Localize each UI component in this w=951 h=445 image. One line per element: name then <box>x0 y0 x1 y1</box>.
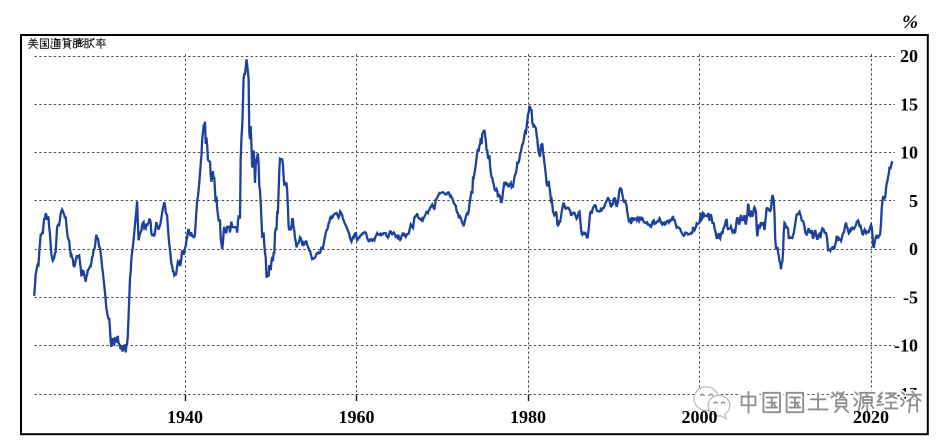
svg-text:10: 10 <box>900 143 918 163</box>
svg-text:-5: -5 <box>903 287 918 307</box>
svg-text:1980: 1980 <box>510 407 546 427</box>
svg-text:2000: 2000 <box>682 407 718 427</box>
svg-text:20: 20 <box>900 46 918 66</box>
svg-text:5: 5 <box>909 191 918 211</box>
svg-text:-10: -10 <box>894 336 918 356</box>
svg-text:1940: 1940 <box>167 407 203 427</box>
svg-text:0: 0 <box>909 239 918 259</box>
svg-text:15: 15 <box>900 94 918 114</box>
svg-text:%: % <box>902 12 918 33</box>
svg-text:2020: 2020 <box>853 407 889 427</box>
svg-text:1960: 1960 <box>339 407 375 427</box>
